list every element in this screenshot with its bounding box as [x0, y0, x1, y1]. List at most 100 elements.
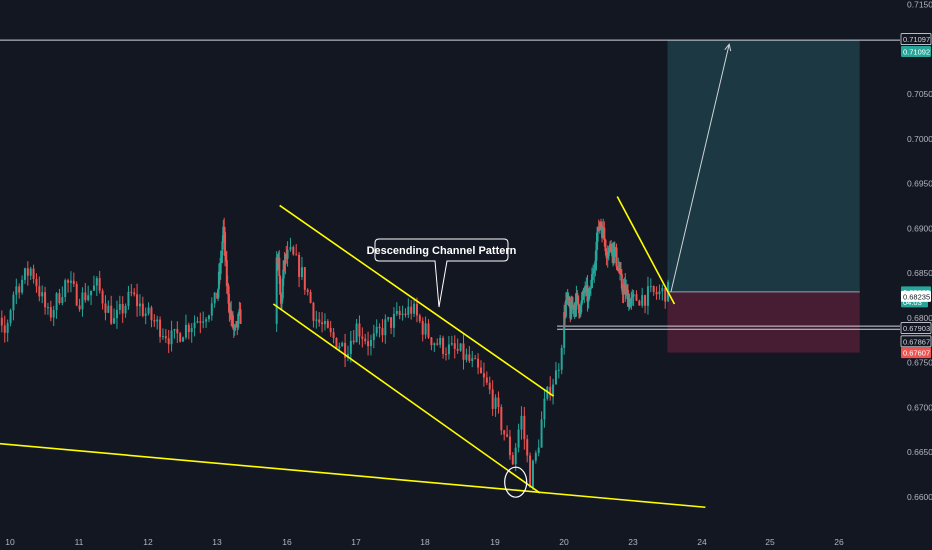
candle-body — [179, 333, 182, 342]
candle-body — [607, 247, 610, 256]
candle-body — [205, 319, 208, 322]
candle-body — [560, 347, 563, 370]
candle-body — [526, 439, 529, 456]
candle-body — [110, 305, 113, 324]
candle-body — [75, 283, 78, 306]
trendline[interactable] — [279, 204, 555, 397]
candle-body — [494, 397, 497, 409]
candle-body — [456, 348, 459, 351]
candle-body — [101, 290, 104, 304]
candle-body — [652, 286, 655, 292]
candle-body — [641, 295, 644, 306]
candle-body — [622, 286, 625, 295]
price-tags: 0.710970.710920.6828504:030.682350.67903… — [900, 33, 932, 359]
candle-body — [433, 343, 436, 346]
candle-body — [517, 429, 520, 448]
trendlines[interactable] — [0, 196, 706, 509]
trendline[interactable] — [0, 438, 706, 509]
candle-body — [586, 285, 589, 302]
candle-body — [55, 293, 58, 310]
candle-body — [529, 455, 532, 488]
candle-body — [231, 315, 234, 328]
price-tag-label: 0.67903 — [903, 324, 930, 333]
candle-body — [219, 257, 222, 274]
candle-body — [395, 310, 398, 314]
candle-body — [620, 273, 623, 289]
candle-body — [534, 452, 537, 461]
time-tick-label: 19 — [490, 537, 500, 547]
candle-body — [602, 227, 605, 238]
candle-body — [228, 303, 231, 314]
price-tag-label: 0.67607 — [903, 349, 930, 358]
candle-body — [485, 377, 488, 383]
candle-body — [576, 293, 579, 296]
candle-body — [303, 267, 306, 290]
candle-body — [415, 303, 418, 316]
candle-body — [387, 317, 390, 320]
candle-body — [592, 273, 595, 275]
candle-body — [38, 286, 41, 297]
candle-body — [167, 338, 170, 345]
candle-body — [41, 292, 44, 297]
candle-body — [570, 301, 573, 319]
candle-body — [217, 271, 220, 290]
candle-body — [95, 278, 98, 286]
candle-body — [64, 280, 67, 298]
candle-body — [410, 306, 413, 314]
stop-zone — [667, 291, 860, 353]
candle-body — [580, 300, 583, 306]
candle-body — [584, 285, 587, 293]
price-tag-label: 04:03 — [903, 298, 922, 307]
candle-body — [468, 354, 471, 361]
candle-body — [58, 293, 61, 304]
candle-body — [234, 325, 237, 328]
candle-body — [78, 305, 81, 310]
candle-body — [29, 268, 32, 276]
candle-body — [638, 300, 641, 306]
candle-body — [436, 343, 439, 345]
candle-body — [210, 303, 213, 316]
price-tag-box — [901, 347, 931, 359]
time-tick-label: 26 — [834, 537, 844, 547]
candle-body — [375, 326, 378, 334]
candle-body — [579, 305, 582, 315]
trendline[interactable] — [272, 303, 541, 494]
price-tag-label: 0.67867 — [903, 337, 930, 346]
candle-body — [658, 291, 661, 295]
price-tag-box — [901, 46, 931, 58]
candle-body — [568, 297, 571, 307]
candle-body — [575, 293, 578, 310]
candle-body — [543, 398, 546, 420]
candle-body — [595, 241, 598, 261]
candle-body — [182, 337, 185, 342]
candle-body — [341, 342, 344, 347]
candle-body — [596, 227, 599, 242]
candle-body — [220, 255, 223, 258]
candle-body — [367, 341, 370, 347]
candle-body — [92, 285, 95, 291]
candle-body — [222, 226, 225, 242]
candle-body — [223, 226, 226, 233]
time-axis[interactable]: 10 11 12 13 16 17 18 19 20 23 24 25 26 — [5, 537, 844, 547]
candle-body — [531, 460, 534, 488]
candle-body — [608, 244, 611, 248]
candle-body — [635, 294, 638, 301]
candle-body — [601, 225, 604, 238]
candle-body — [453, 343, 456, 349]
candle-body — [346, 353, 349, 358]
candle-body — [221, 241, 224, 256]
candle-body — [549, 386, 552, 396]
candle-body — [224, 232, 227, 256]
candle-body — [173, 329, 176, 331]
candle-body — [107, 305, 110, 313]
candle-body — [488, 382, 491, 390]
candle-body — [349, 340, 352, 354]
candle-body — [298, 254, 301, 277]
trendline[interactable] — [616, 196, 676, 305]
